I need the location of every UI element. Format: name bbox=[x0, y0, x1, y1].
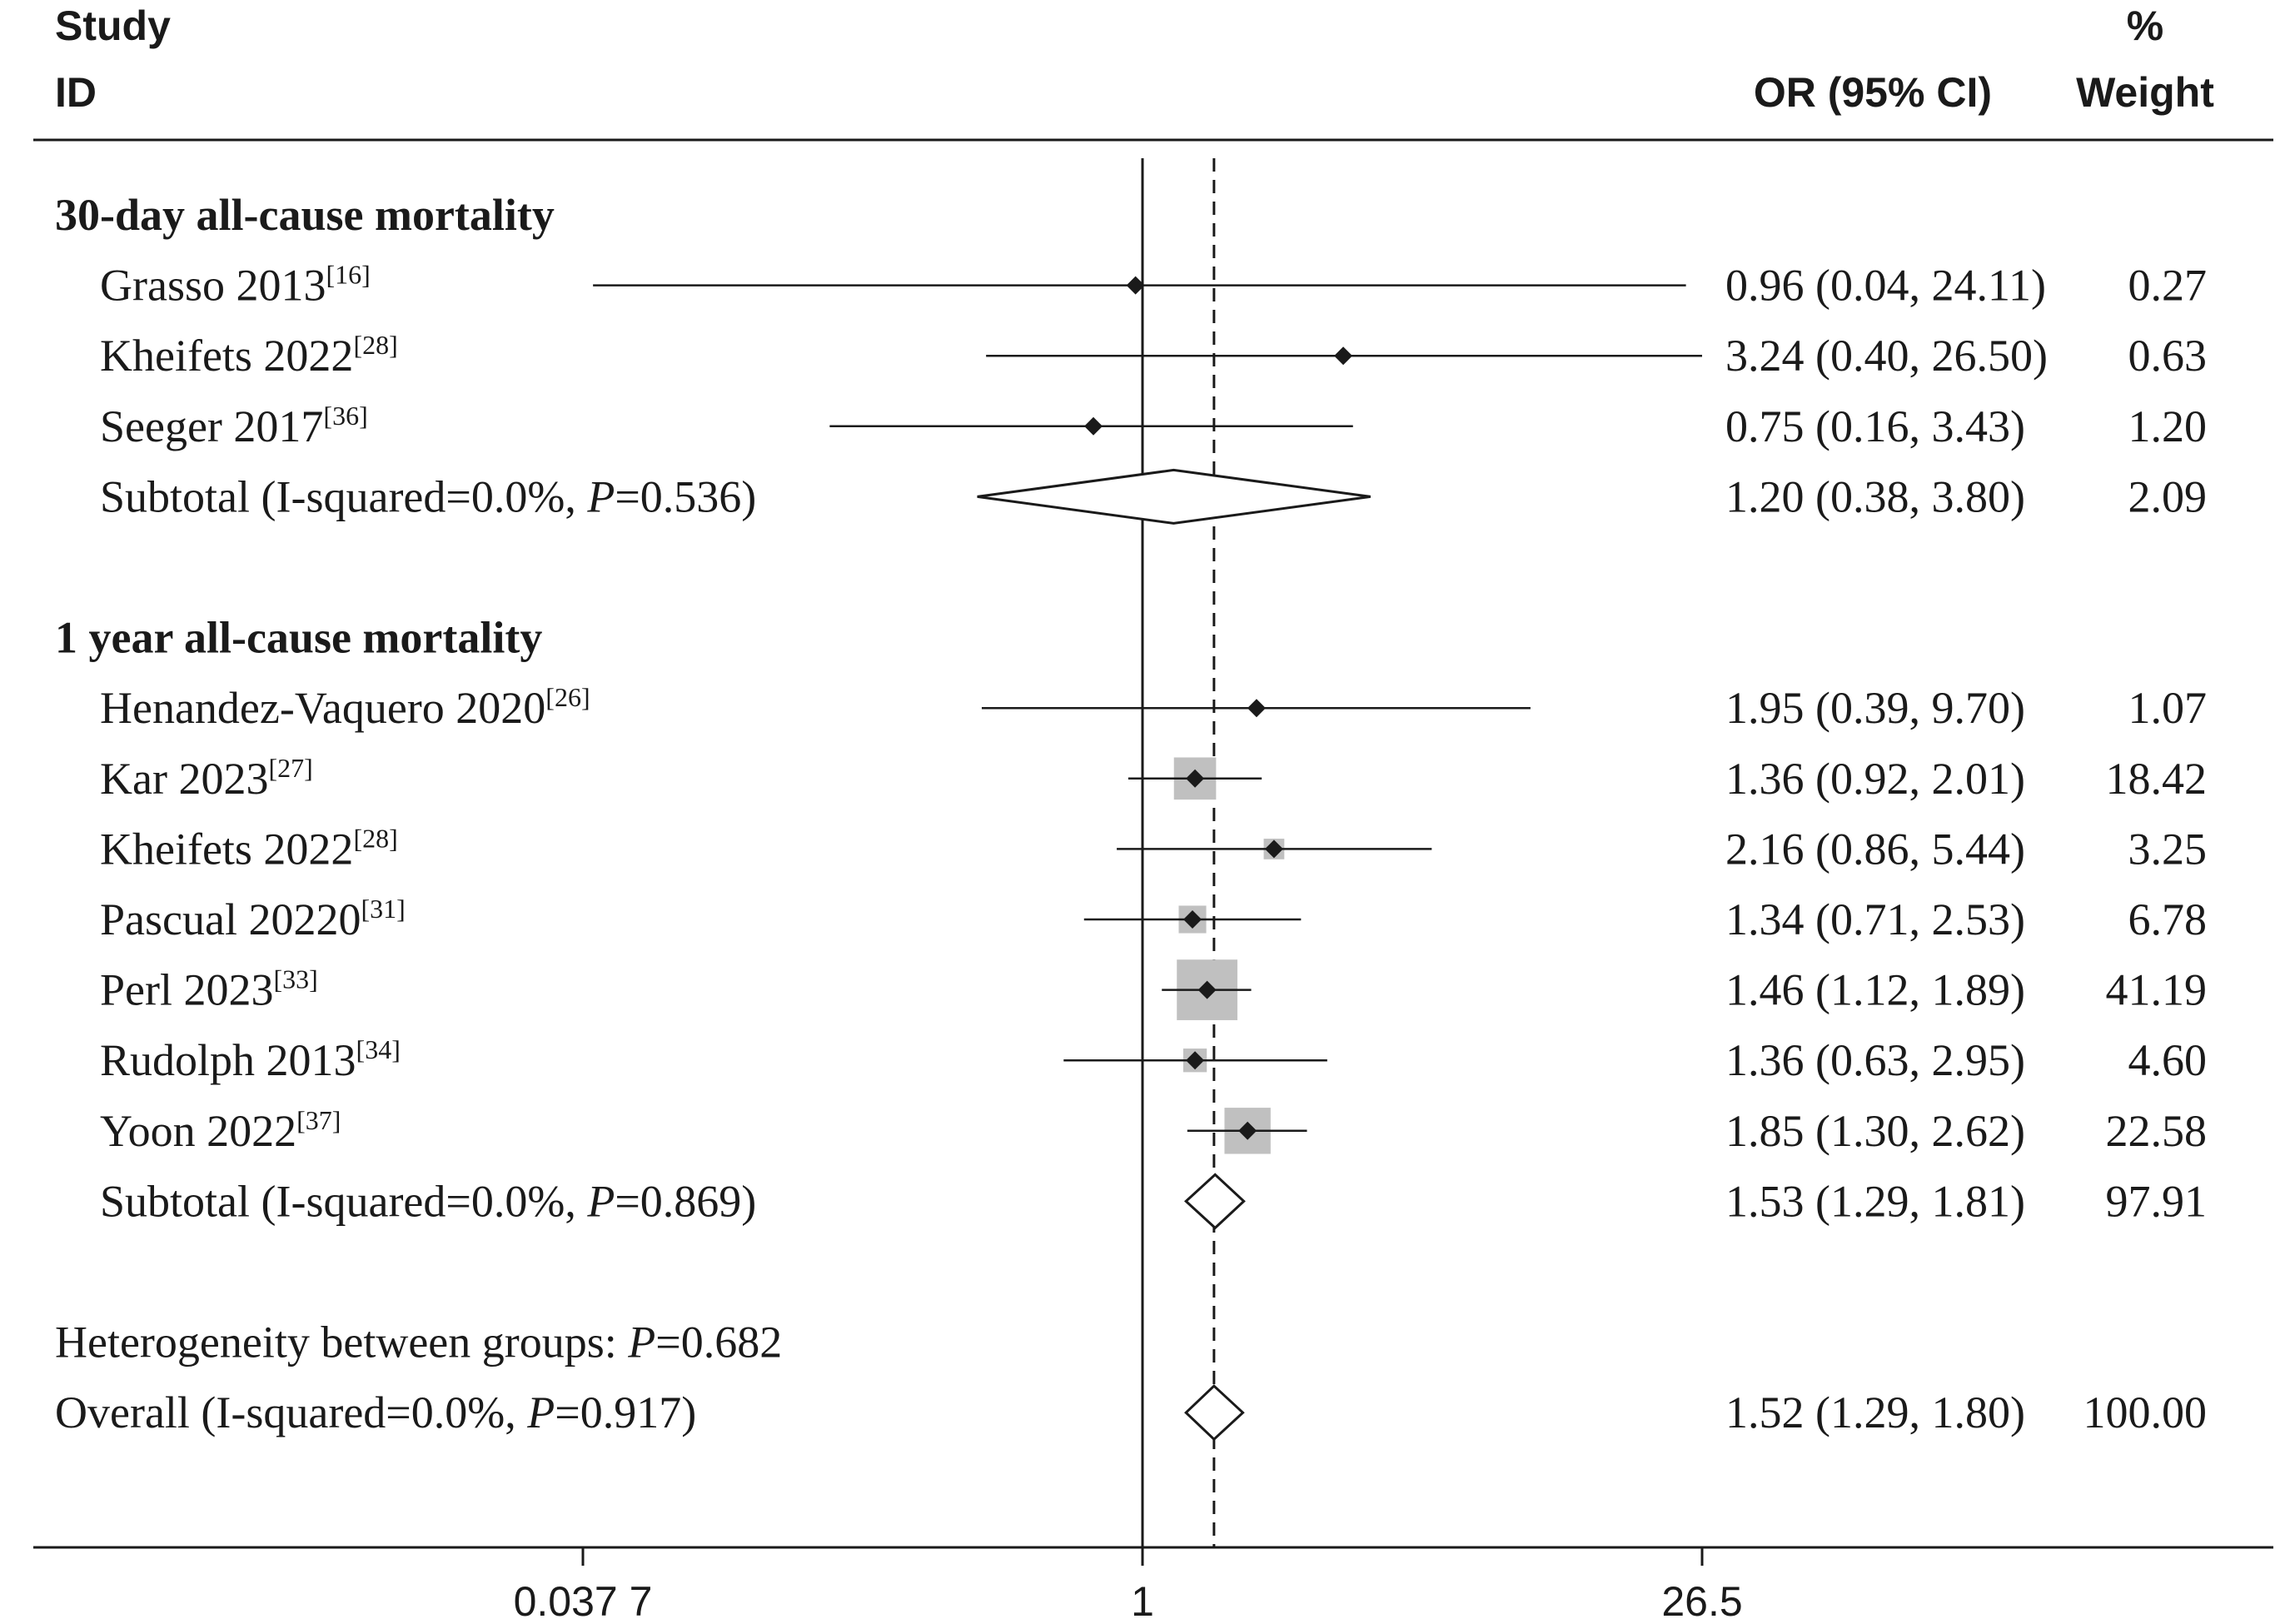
x-tick-label: 26.5 bbox=[1661, 1578, 1742, 1624]
or-ci-value: 1.85 (1.30, 2.62) bbox=[1725, 1106, 2025, 1156]
study-label: Perl 2023[33] bbox=[100, 964, 318, 1015]
weight-value: 18.42 bbox=[2106, 754, 2208, 804]
weight-value: 1.20 bbox=[2128, 401, 2208, 451]
study-point-marker bbox=[1186, 769, 1205, 788]
study-label: Kar 2023[27] bbox=[100, 753, 313, 804]
weight-value: 4.60 bbox=[2128, 1035, 2208, 1085]
x-axis-ticks: 0.037 7 1 26.5 bbox=[514, 1547, 1743, 1624]
reference-lines bbox=[1141, 158, 1216, 1547]
or-ci-value: 1.52 (1.29, 1.80) bbox=[1725, 1387, 2025, 1437]
or-ci-value: 1.95 (0.39, 9.70) bbox=[1725, 683, 2025, 733]
header-id: ID bbox=[55, 69, 97, 116]
subtotal-diamond bbox=[977, 468, 1371, 525]
header-or-ci: OR (95% CI) bbox=[1754, 69, 1992, 116]
study-label: Yoon 2022[37] bbox=[100, 1105, 341, 1156]
or-ci-value: 1.20 (0.38, 3.80) bbox=[1725, 471, 2025, 521]
or-ci-value: 1.53 (1.29, 1.81) bbox=[1725, 1176, 2025, 1226]
or-ci-value: 0.75 (0.16, 3.43) bbox=[1725, 401, 2025, 451]
or-ci-value: 1.34 (0.71, 2.53) bbox=[1725, 894, 2025, 944]
subtotal-label: Subtotal (I-squared=0.0%, P=0.536) bbox=[100, 471, 756, 521]
header-weight: Weight bbox=[2076, 69, 2214, 116]
header-study: Study bbox=[55, 2, 171, 49]
or-ci-value: 1.36 (0.92, 2.01) bbox=[1725, 754, 2025, 804]
weight-value: 2.09 bbox=[2128, 471, 2208, 521]
study-label: Grasso 2013[16] bbox=[100, 260, 371, 311]
or-ci-value: 1.46 (1.12, 1.89) bbox=[1725, 965, 2025, 1015]
study-label: Henandez-Vaquero 2020[26] bbox=[100, 682, 590, 733]
study-label: Kheifets 2022[28] bbox=[100, 330, 398, 381]
or-ci-value: 2.16 (0.86, 5.44) bbox=[1725, 824, 2025, 874]
weight-value: 6.78 bbox=[2128, 894, 2208, 944]
study-label: Pascual 20220[31] bbox=[100, 894, 406, 944]
weight-value: 1.07 bbox=[2128, 683, 2208, 733]
weight-value: 100.00 bbox=[2083, 1387, 2208, 1437]
study-point-marker bbox=[1197, 980, 1217, 999]
study-point-marker bbox=[1186, 1051, 1205, 1070]
weight-value: 41.19 bbox=[2106, 965, 2208, 1015]
weight-value: 22.58 bbox=[2106, 1106, 2208, 1156]
group-title: 1 year all-cause mortality bbox=[55, 613, 542, 663]
group-title: 30-day all-cause mortality bbox=[55, 190, 555, 240]
study-label: Kheifets 2022[28] bbox=[100, 823, 398, 874]
x-tick-label: 0.037 7 bbox=[514, 1578, 653, 1624]
study-label: Seeger 2017[36] bbox=[100, 401, 368, 451]
study-point-marker bbox=[1334, 346, 1353, 366]
weight-value: 3.25 bbox=[2128, 824, 2208, 874]
heterogeneity-label: Heterogeneity between groups: P=0.682 bbox=[55, 1318, 782, 1367]
study-point-marker bbox=[1238, 1121, 1257, 1140]
weight-value: 97.91 bbox=[2106, 1176, 2208, 1226]
header-percent: % bbox=[2127, 2, 2163, 49]
subtotal-diamond bbox=[1183, 1173, 1246, 1230]
study-point-marker bbox=[1183, 910, 1202, 929]
subtotal-label: Subtotal (I-squared=0.0%, P=0.869) bbox=[100, 1176, 756, 1226]
overall-diamond bbox=[1184, 1384, 1245, 1442]
or-ci-value: 0.96 (0.04, 24.11) bbox=[1725, 261, 2046, 311]
study-label: Rudolph 2013[34] bbox=[100, 1034, 401, 1085]
overall-label: Overall (I-squared=0.0%, P=0.917) bbox=[55, 1387, 696, 1437]
study-point-marker bbox=[1126, 276, 1145, 295]
study-point-marker bbox=[1247, 699, 1266, 718]
study-point-marker bbox=[1084, 416, 1103, 436]
weight-value: 0.63 bbox=[2128, 331, 2208, 381]
x-tick-label: 1 bbox=[1131, 1578, 1154, 1624]
study-point-marker bbox=[1264, 839, 1283, 859]
or-ci-value: 3.24 (0.40, 26.50) bbox=[1725, 331, 2048, 381]
or-ci-value: 1.36 (0.63, 2.95) bbox=[1725, 1035, 2025, 1085]
weight-value: 0.27 bbox=[2128, 261, 2208, 311]
forest-rows: 30-day all-cause mortality Grasso 2013[16… bbox=[55, 190, 2208, 1442]
